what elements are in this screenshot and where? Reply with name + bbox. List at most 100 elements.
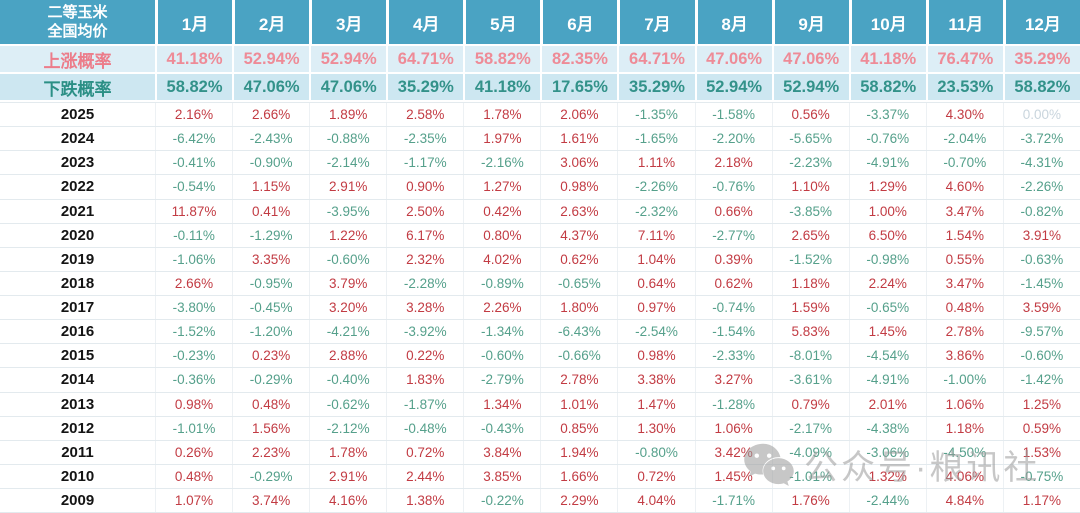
cell-2018-m11: 3.47% (925, 271, 1003, 295)
cell-2021-m12: -0.82% (1002, 199, 1080, 223)
cell-2018-m12: -1.45% (1002, 271, 1080, 295)
year-row-2011: 2011 0.26% 2.23% 1.78% 0.72% 3.84% 1.94% -0.80%… (0, 439, 1080, 464)
cell-2011-m3: 1.78% (309, 440, 386, 464)
cell-2009-m3: 4.16% (309, 489, 386, 513)
cell-2011-m11: -4.50% (925, 440, 1003, 464)
cell-2012-m4: -0.48% (386, 416, 463, 440)
cell-2013-m12: 1.25% (1002, 392, 1080, 416)
cell-2019-m10: -0.98% (848, 247, 926, 271)
cell-2016-m3: -4.21% (309, 320, 386, 344)
rise-probability-row: 上涨概率 41.18% 52.94% 52.94% 64.71% 58.82% 82.35%… (0, 46, 1080, 72)
cell-2014-m7: 3.38% (617, 368, 694, 392)
rise-prob-m7: 64.71% (617, 46, 695, 72)
cell-2016-m2: -1.20% (232, 320, 309, 344)
cell-2025-m7: -1.35% (617, 103, 694, 127)
cell-2022-m5: 1.27% (463, 175, 540, 199)
cell-2014-m6: 2.78% (540, 368, 617, 392)
cell-2023-m8: 2.18% (694, 151, 772, 175)
cell-2016-m5: -1.34% (463, 320, 540, 344)
cell-2021-m8: 0.66% (694, 199, 772, 223)
cell-2025-m12: 0.00% (1002, 103, 1080, 127)
cell-2011-m8: 3.42% (694, 440, 772, 464)
cell-2019-m8: 0.39% (694, 247, 772, 271)
cell-2009-m9: 1.76% (771, 489, 849, 513)
rise-prob-m3: 52.94% (309, 46, 387, 72)
cell-2018-m1: 2.66% (155, 271, 232, 295)
month-header-2: 2月 (232, 0, 309, 44)
month-header-9: 9月 (771, 0, 849, 44)
year-label-2017: 2017 (60, 299, 95, 317)
cell-2015-m11: 3.86% (925, 344, 1003, 368)
cell-2017-m6: 1.80% (540, 296, 617, 320)
cell-2025-m8: -1.58% (694, 103, 772, 127)
year-row-2014: 2014 -0.36% -0.29% -0.40% 1.83% -2.79% 2.78% 3.… (0, 367, 1080, 392)
cell-2025-m9: 0.56% (771, 103, 849, 127)
cell-2010-m2: -0.29% (232, 464, 309, 488)
cell-2019-m7: 1.04% (617, 247, 694, 271)
rise-prob-m9: 47.06% (771, 46, 849, 72)
cell-2010-m9: -1.01% (771, 464, 849, 488)
cell-2020-m2: -1.29% (232, 223, 309, 247)
cell-2009-m1: 1.07% (155, 489, 232, 513)
cell-2011-m7: -0.80% (617, 440, 694, 464)
cell-2015-m5: -0.60% (463, 344, 540, 368)
year-label-2012: 2012 (60, 419, 95, 437)
rise-probability-label: 上涨概率 (0, 46, 155, 72)
cell-2014-m5: -2.79% (463, 368, 540, 392)
cell-2017-m1: -3.80% (155, 296, 232, 320)
cell-2022-m11: 4.60% (925, 175, 1003, 199)
cell-2012-m2: 1.56% (232, 416, 309, 440)
year-row-2025: 2025 2.16% 2.66% 1.89% 2.58% 1.78% 2.06% -1.35%… (0, 102, 1080, 127)
rise-prob-m8: 47.06% (694, 46, 772, 72)
fall-prob-m7: 35.29% (617, 74, 695, 100)
cell-2014-m1: -0.36% (155, 368, 232, 392)
cell-2023-m4: -1.17% (386, 151, 463, 175)
cell-2012-m12: 0.59% (1002, 416, 1080, 440)
month-header-7: 7月 (617, 0, 694, 44)
cell-2009-m11: 4.84% (925, 489, 1003, 513)
fall-probability-row: 下跌概率 58.82% 47.06% 47.06% 35.29% 41.18% 17.65%… (0, 74, 1080, 100)
cell-2009-m2: 3.74% (232, 489, 309, 513)
cell-2013-m6: 1.01% (540, 392, 617, 416)
cell-2021-m6: 2.63% (540, 199, 617, 223)
cell-2011-m4: 0.72% (386, 440, 463, 464)
cell-2020-m8: -2.77% (694, 223, 772, 247)
cell-2016-m4: -3.92% (386, 320, 463, 344)
cell-2020-m4: 6.17% (386, 223, 463, 247)
cell-2025-m1: 2.16% (155, 103, 232, 127)
cell-2014-m12: -1.42% (1002, 368, 1080, 392)
fall-prob-m2: 47.06% (232, 74, 310, 100)
cell-2019-m9: -1.52% (771, 247, 849, 271)
cell-2015-m9: -8.01% (771, 344, 849, 368)
cell-2015-m7: 0.98% (617, 344, 694, 368)
cell-2010-m12: -0.75% (1002, 464, 1080, 488)
year-row-2022: 2022 -0.54% 1.15% 2.91% 0.90% 1.27% 0.98% -2.26… (0, 174, 1080, 199)
year-label-2019: 2019 (60, 250, 95, 268)
cell-2017-m10: -0.65% (848, 296, 926, 320)
year-rows: 2025 2.16% 2.66% 1.89% 2.58% 1.78% 2.06% -1.35%… (0, 102, 1080, 513)
fall-prob-m5: 41.18% (463, 74, 541, 100)
cell-2022-m7: -2.26% (617, 175, 694, 199)
cell-2012-m3: -2.12% (309, 416, 386, 440)
cell-2025-m5: 1.78% (463, 103, 540, 127)
fall-prob-m10: 58.82% (848, 74, 926, 100)
cell-2018-m5: -0.89% (463, 271, 540, 295)
table-header-row: 二等玉米 全国均价 1月 2月 3月 4月 5月 6月 7月 8月 9月 10月 11月 12月 (0, 0, 1080, 44)
cell-2024-m9: -5.65% (771, 127, 849, 151)
cell-2015-m10: -4.54% (848, 344, 926, 368)
cell-2022-m12: -2.26% (1002, 175, 1080, 199)
cell-2012-m1: -1.01% (155, 416, 232, 440)
month-header-11: 11月 (925, 0, 1003, 44)
cell-2017-m5: 2.26% (463, 296, 540, 320)
cell-2018-m3: 3.79% (309, 271, 386, 295)
year-row-2013: 2013 0.98% 0.48% -0.62% -1.87% 1.34% 1.01% 1.47… (0, 391, 1080, 416)
cell-2019-m3: -0.60% (309, 247, 386, 271)
month-header-6: 6月 (540, 0, 617, 44)
year-row-2017: 2017 -3.80% -0.45% 3.20% 3.28% 2.26% 1.80% 0.97… (0, 295, 1080, 320)
cell-2021-m9: -3.85% (771, 199, 849, 223)
year-label-2009: 2009 (60, 492, 95, 510)
cell-2024-m11: -2.04% (925, 127, 1003, 151)
cell-2010-m11: 4.06% (925, 464, 1003, 488)
cell-2018-m10: 2.24% (848, 271, 926, 295)
cell-2019-m12: -0.63% (1002, 247, 1080, 271)
